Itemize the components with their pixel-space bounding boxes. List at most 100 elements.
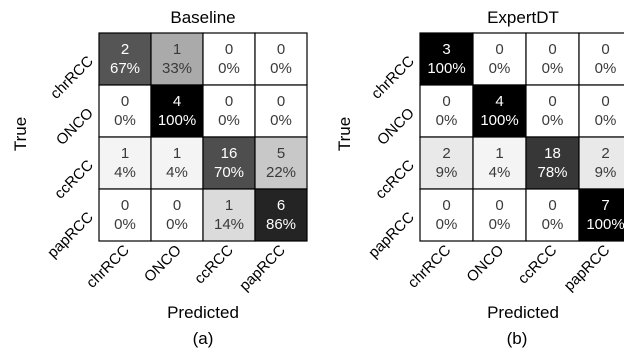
cell-percent-label: 0% xyxy=(218,60,240,77)
cell-percent-label: 0% xyxy=(436,112,458,129)
cell-percent-label: 67% xyxy=(110,60,140,77)
y-axis-label: True xyxy=(11,117,30,151)
cell-count-label: 0 xyxy=(548,93,556,110)
cell-percent-label: 0% xyxy=(114,216,136,233)
y-tick-label: ONCO xyxy=(374,105,418,149)
cell-percent-label: 0% xyxy=(542,216,564,233)
matrix-grid: 3 100% 0 0% 0 0% 0 0% 0 0% 4 100% 0 0% 0 0% 2 9% 1 4% 18 78% 2… xyxy=(419,32,624,242)
cell-count-label: 0 xyxy=(548,197,556,214)
y-tick-label: chrRCC xyxy=(368,53,418,103)
matrix-cell xyxy=(472,188,527,242)
matrix-cell xyxy=(150,32,204,86)
cell-percent-label: 0% xyxy=(114,112,136,129)
cell-count-label: 2 xyxy=(121,41,129,58)
y-tick-label: chrRCC xyxy=(47,53,97,103)
cell-percent-label: 0% xyxy=(270,60,292,77)
matrix-cell xyxy=(419,188,474,242)
cell-percent-label: 0% xyxy=(595,60,617,77)
cell-percent-label: 0% xyxy=(542,60,564,77)
cell-percent-label: 4% xyxy=(489,164,511,181)
x-tick-label: papRCC xyxy=(236,242,289,295)
cell-percent-label: 0% xyxy=(218,112,240,129)
matrix-cell xyxy=(254,188,308,242)
cell-percent-label: 33% xyxy=(162,60,192,77)
cell-count-label: 0 xyxy=(121,93,129,110)
cell-count-label: 16 xyxy=(221,145,238,162)
cell-percent-label: 100% xyxy=(427,60,465,77)
cell-count-label: 2 xyxy=(601,145,609,162)
cell-percent-label: 4% xyxy=(114,164,136,181)
cell-percent-label: 0% xyxy=(595,112,617,129)
matrix-cell xyxy=(98,188,152,242)
x-tick-label: chrRCC xyxy=(83,242,133,292)
cell-percent-label: 100% xyxy=(586,216,624,233)
x-axis-label: Predicted xyxy=(487,303,559,322)
baseline-panel: Baseline True Predicted (a) 2 67% 1 33% 0 0% 0… xyxy=(11,8,308,348)
y-axis-label: True xyxy=(335,117,354,151)
cell-count-label: 1 xyxy=(173,41,181,58)
matrix-cell xyxy=(525,84,580,138)
cell-count-label: 0 xyxy=(277,41,285,58)
x-tick-label: ccRCC xyxy=(515,242,561,288)
y-tick-label: ONCO xyxy=(53,105,97,149)
matrix-cell xyxy=(578,32,624,86)
matrix-grid: 267%133%00%00%00%4100%00%00%14%14%1670%5… xyxy=(98,32,308,242)
cell-percent-label: 9% xyxy=(595,164,617,181)
chart-title: Baseline xyxy=(170,8,235,27)
cell-count-label: 0 xyxy=(442,197,450,214)
y-tick-label: papRCC xyxy=(44,209,97,262)
cell-count-label: 4 xyxy=(173,93,181,110)
cell-percent-label: 100% xyxy=(480,112,518,129)
x-tick-label: ONCO xyxy=(141,242,185,286)
cell-count-label: 0 xyxy=(225,41,233,58)
x-tick-label: chrRCC xyxy=(405,242,455,292)
matrix-cell xyxy=(254,32,308,86)
cell-count-label: 2 xyxy=(442,145,450,162)
matrix-cell xyxy=(254,84,308,138)
cell-count-label: 5 xyxy=(277,145,285,162)
cell-count-label: 0 xyxy=(121,197,129,214)
matrix-cell xyxy=(472,32,527,86)
cell-count-label: 0 xyxy=(225,93,233,110)
cell-count-label: 1 xyxy=(225,197,233,214)
cell-count-label: 1 xyxy=(495,145,503,162)
matrix-cell xyxy=(419,84,474,138)
cell-count-label: 3 xyxy=(442,41,450,58)
matrix-cell xyxy=(150,84,204,138)
cell-count-label: 0 xyxy=(173,197,181,214)
cell-percent-label: 70% xyxy=(214,164,244,181)
cell-count-label: 0 xyxy=(442,93,450,110)
x-tick-label: ONCO xyxy=(463,242,507,286)
cell-percent-label: 14% xyxy=(214,216,244,233)
cell-percent-label: 9% xyxy=(436,164,458,181)
matrix-cell xyxy=(578,188,624,242)
cell-percent-label: 100% xyxy=(158,112,196,129)
matrix-cell xyxy=(98,32,152,86)
cell-percent-label: 0% xyxy=(542,112,564,129)
cell-count-label: 6 xyxy=(277,197,285,214)
matrix-cell xyxy=(419,32,474,86)
cell-percent-label: 4% xyxy=(166,164,188,181)
cell-count-label: 0 xyxy=(548,41,556,58)
expertdt-panel: ExpertDT True Predicted (b) 3100%00%00%0… xyxy=(335,8,624,348)
cell-count-label: 0 xyxy=(495,197,503,214)
cell-count-label: 18 xyxy=(544,145,561,162)
matrix-cell xyxy=(150,188,204,242)
matrix-cell xyxy=(150,136,204,190)
y-tick-label: ccRCC xyxy=(372,157,418,203)
y-tick-label: ccRCC xyxy=(51,157,97,203)
x-tick-label: papRCC xyxy=(561,242,614,295)
cell-count-label: 0 xyxy=(601,93,609,110)
chart-title: ExpertDT xyxy=(487,8,559,27)
cell-count-label: 0 xyxy=(277,93,285,110)
cell-count-label: 1 xyxy=(173,145,181,162)
x-tick-label: ccRCC xyxy=(191,242,237,288)
matrix-cell xyxy=(419,136,474,190)
cell-count-label: 4 xyxy=(495,93,503,110)
cell-count-label: 1 xyxy=(121,145,129,162)
x-axis-label: Predicted xyxy=(167,303,239,322)
cell-percent-label: 0% xyxy=(270,112,292,129)
matrix-cell xyxy=(578,136,624,190)
subfigure-label: (b) xyxy=(507,329,528,348)
